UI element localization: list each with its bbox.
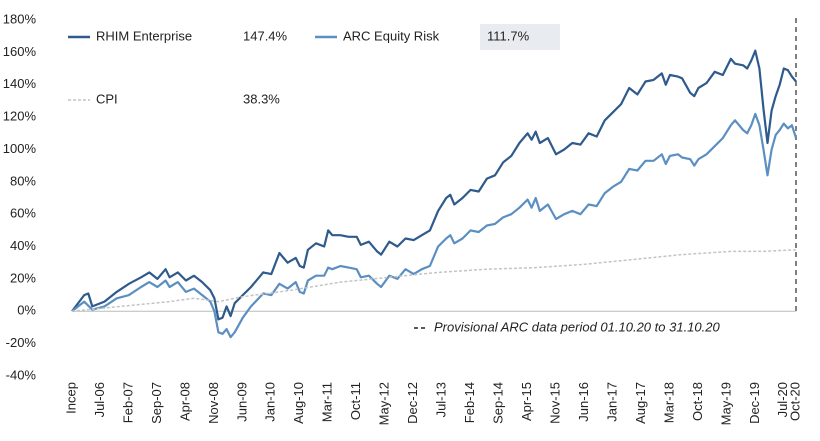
y-tick-label: 80%	[10, 173, 36, 188]
x-tick-label: Apr-15	[519, 382, 534, 421]
x-tick-label: Aug-10	[291, 382, 306, 424]
x-tick-label: May-12	[377, 382, 392, 425]
legend-value: 38.3%	[243, 91, 280, 106]
x-tick-label: Apr-08	[177, 382, 192, 421]
x-tick-label: Dec-19	[747, 382, 762, 424]
legend-label: ARC Equity Risk	[343, 28, 440, 43]
x-tick-label: Oct-20	[787, 382, 802, 421]
x-tick-label: Jun-16	[576, 382, 591, 422]
x-tick-label: Mar-11	[320, 382, 335, 422]
annotation: Provisional ARC data period 01.10.20 to …	[434, 319, 720, 334]
y-tick-label: 120%	[3, 109, 37, 124]
y-tick-label: 180%	[3, 11, 37, 26]
y-tick-label: -20%	[6, 335, 37, 350]
x-tick-label: Jan-17	[604, 382, 619, 422]
x-tick-label: Jul-20	[775, 382, 790, 417]
y-tick-label: -40%	[6, 367, 37, 382]
y-tick-label: 140%	[3, 76, 37, 91]
x-tick-label: Nov-15	[547, 382, 562, 424]
x-tick-label: Feb-14	[462, 382, 477, 423]
x-tick-label: Nov-08	[206, 382, 221, 424]
y-tick-label: 100%	[3, 141, 37, 156]
x-tick-label: Jun-09	[234, 382, 249, 422]
x-tick-label: Jul-06	[92, 382, 107, 417]
legend-value: 111.7%	[487, 28, 530, 43]
legend-value-box	[480, 24, 560, 50]
series-line	[71, 249, 797, 313]
x-tick-label: Jul-13	[434, 382, 449, 417]
x-tick-label: Sep-14	[491, 382, 506, 424]
x-tick-label: Feb-07	[120, 382, 135, 423]
x-tick-label: Aug-17	[633, 382, 648, 424]
x-tick-label: Oct-18	[690, 382, 705, 421]
y-tick-label: 60%	[10, 206, 36, 221]
legend-value: 147.4%	[243, 28, 288, 43]
y-tick-label: 0%	[17, 303, 36, 318]
series-line	[71, 49, 797, 321]
y-tick-label: 40%	[10, 238, 36, 253]
series-line	[71, 112, 798, 339]
x-tick-label: Mar-18	[661, 382, 676, 423]
y-tick-label: 160%	[3, 44, 37, 59]
y-tick-label: 20%	[10, 270, 36, 285]
legend-label: RHIM Enterprise	[96, 28, 192, 43]
x-tick-label: Sep-07	[149, 382, 164, 424]
x-tick-label: Dec-12	[405, 382, 420, 424]
legend-label: CPI	[96, 91, 118, 106]
x-tick-label: Oct-11	[348, 382, 363, 420]
x-tick-label: Incep	[63, 382, 78, 414]
x-tick-label: Jan-10	[263, 382, 278, 422]
x-tick-label: May-19	[718, 382, 733, 425]
